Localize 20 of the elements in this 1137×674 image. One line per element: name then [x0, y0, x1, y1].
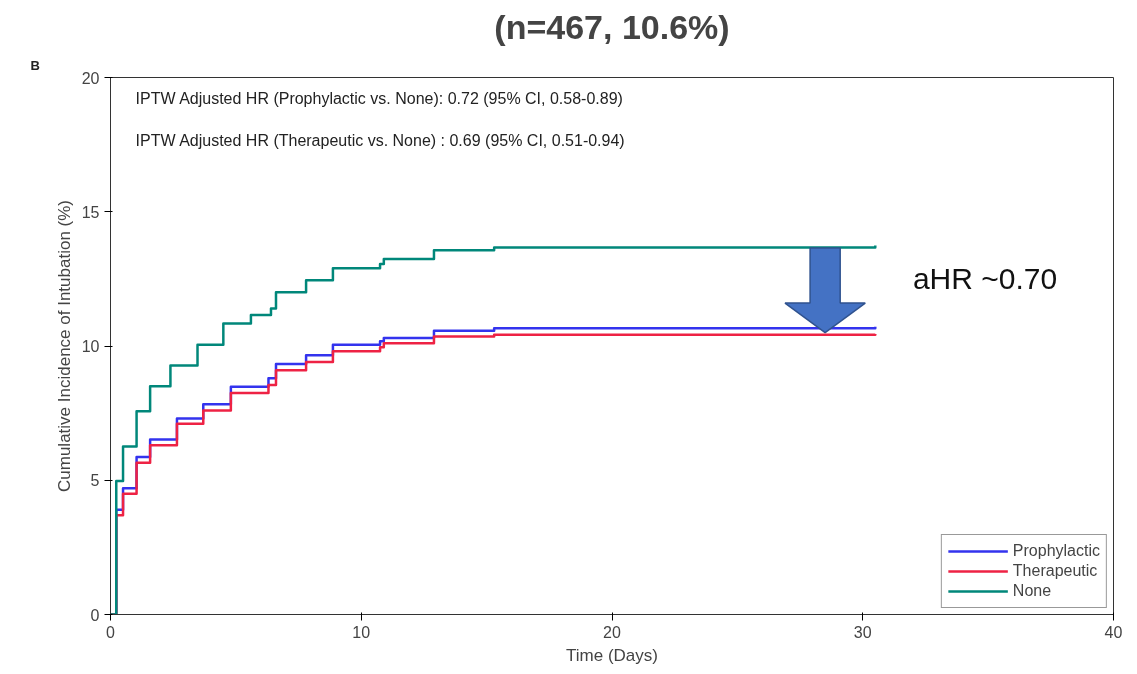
legend-label: Therapeutic: [1012, 562, 1098, 580]
x-tick-label: 20: [603, 623, 621, 641]
y-axis-title: Cumulative Incidence of Intubation (%): [54, 199, 74, 492]
x-tick-label: 40: [1104, 623, 1123, 641]
x-axis-title: Time (Days): [566, 645, 658, 665]
y-tick-label: 15: [81, 203, 100, 221]
x-tick-label: 30: [853, 623, 872, 641]
x-tick-label: 10: [352, 623, 371, 641]
legend-label: Prophylactic: [1012, 542, 1100, 560]
annotation: IPTW Adjusted HR (Prophylactic vs. None): 0.72 (95% CI, 0.58-0.89): [135, 90, 623, 108]
y-tick-label: 20: [81, 69, 100, 87]
text: B: [30, 57, 40, 73]
annotation: IPTW Adjusted HR (Therapeutic vs. None) : 0.69 (95% CI, 0.51-0.94): [135, 131, 625, 149]
x-tick-label: 0: [106, 623, 116, 641]
legend-label: None: [1012, 582, 1052, 600]
y-tick-label: 10: [81, 338, 100, 355]
annotation: aHR ~0.70: [912, 261, 1058, 295]
chart-title: (n=467, 10.6%): [494, 7, 730, 46]
y-tick-label: 0: [90, 606, 100, 624]
y-tick-label: 5: [90, 472, 100, 490]
